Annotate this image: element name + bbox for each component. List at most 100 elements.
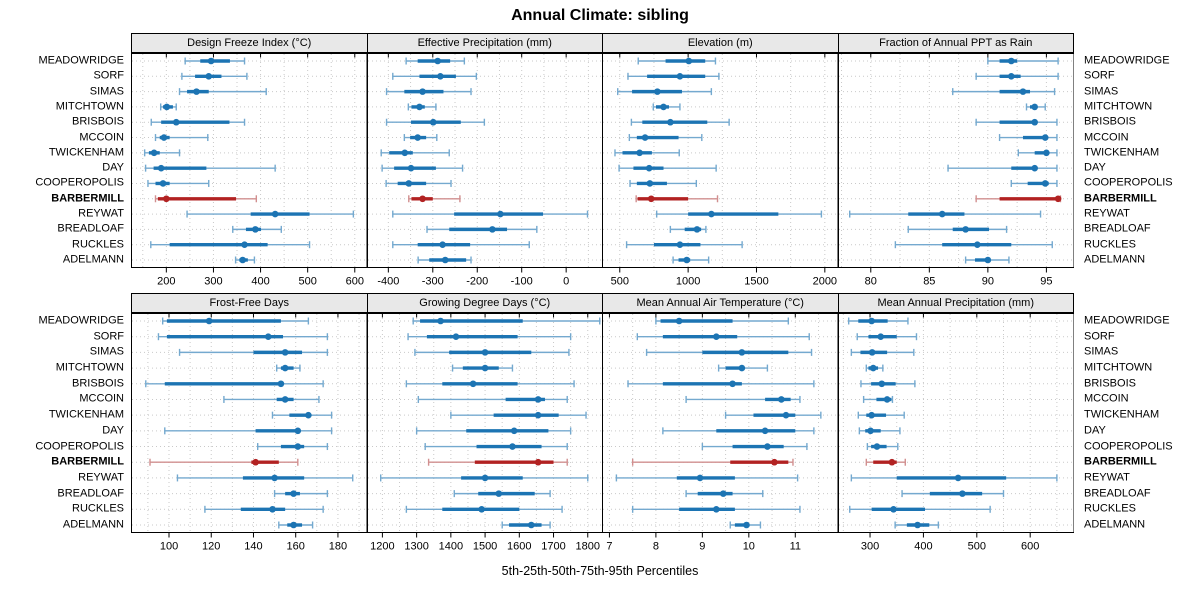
site-label-sorf: SORF — [93, 69, 124, 82]
series-sorf — [157, 333, 329, 341]
x-tick-label: 1500 — [472, 541, 496, 553]
x-tick-label: 95 — [1040, 276, 1052, 288]
x-tick-label: 1000 — [676, 276, 700, 288]
median-dot — [527, 521, 535, 529]
site-label-twickenham: TWICKENHAM — [1084, 408, 1160, 421]
series-mccoin — [998, 134, 1058, 142]
median-dot — [646, 180, 654, 187]
median-dot — [889, 506, 897, 513]
series-ruckles — [631, 505, 801, 513]
series-day — [618, 164, 717, 172]
median-dot — [207, 57, 215, 65]
median-dot — [494, 490, 502, 497]
series-cooperopolis — [256, 443, 329, 451]
median-dot — [1019, 88, 1026, 95]
series-sorf — [406, 333, 571, 341]
site-label-adelmann: ADELMANN — [62, 253, 124, 266]
series-adelmann — [278, 521, 314, 529]
median-dot — [782, 411, 790, 419]
median-dot — [645, 164, 653, 172]
site-label-barbermill: BARBERMILL — [51, 192, 124, 205]
x-tick-label: 500 — [298, 276, 316, 288]
median-dot — [469, 380, 476, 388]
series-mccoin — [154, 134, 209, 142]
median-dot — [1054, 195, 1061, 203]
median-dot — [1041, 180, 1049, 187]
x-tick-label: 1800 — [575, 541, 599, 553]
median-dot — [866, 427, 874, 435]
series-brisbois — [405, 380, 575, 388]
median-dot — [418, 195, 426, 203]
site-label-mccoin: MCCOIN — [79, 131, 124, 144]
median-dot — [290, 521, 297, 529]
series-cooperopolis — [384, 179, 452, 187]
panel-effective-precipitation-mm: Effective Precipitation (mm) -400 -300 -200… — [366, 33, 603, 290]
strip-label: Frost-Free Days — [131, 293, 368, 313]
site-label-mccoin: MCCOIN — [1084, 392, 1129, 405]
plot-area-fraction-of-annual-ppt-as-rain: 80 85 90 95 — [837, 53, 1074, 288]
median-dot — [654, 88, 661, 95]
series-adelmann — [416, 256, 472, 264]
panel-fraction-of-annual-ppt-as-rain: Fraction of Annual PPT as Rain 80 85 90 95 — [837, 33, 1074, 290]
x-tick-label: 500 — [967, 541, 985, 553]
panel-row-bottom: MEADOWRIDGE SORF SIMAS MITCHTOWN BRISBOIS MCC… — [0, 293, 1200, 555]
series-mitchtown — [865, 364, 884, 372]
series-simas — [951, 88, 1055, 96]
site-label-twickenham: TWICKENHAM — [1084, 146, 1160, 159]
median-dot — [883, 396, 890, 403]
panel-design-freeze-index-c: Design Freeze Index (°C) 200 300 400 500 600 — [131, 33, 368, 290]
median-dot — [873, 443, 880, 450]
median-dot — [1007, 73, 1015, 80]
series-simas — [413, 348, 570, 356]
series-day — [662, 427, 815, 435]
site-label-sorf: SORF — [93, 330, 124, 343]
median-dot — [252, 226, 259, 233]
panel-mean-annual-air-temperature-c: Mean Annual Air Temperature (°C) 7 8 9 10 11 — [602, 293, 839, 555]
x-tick-label: 400 — [251, 276, 269, 288]
series-simas — [178, 348, 329, 356]
median-dot — [1030, 118, 1038, 126]
series-ruckles — [204, 505, 324, 513]
median-dot — [676, 241, 684, 248]
x-tick-label: 90 — [981, 276, 993, 288]
x-tick-label: 85 — [923, 276, 935, 288]
panel-elevation-m: Elevation (m) 500 1000 1500 2000 — [602, 33, 839, 290]
series-breadloaf — [273, 490, 329, 498]
series-reywat — [655, 210, 823, 218]
series-mccoin — [685, 395, 801, 403]
series-reywat — [391, 210, 588, 218]
series-ruckles — [405, 505, 563, 513]
strip-label: Mean Annual Air Temperature (°C) — [602, 293, 839, 313]
median-dot — [778, 396, 785, 403]
site-label-cooperopolis: COOPEROPOLIS — [1084, 176, 1173, 189]
series-brisbois — [627, 380, 815, 388]
series-barbermill — [149, 458, 299, 466]
series-reywat — [848, 210, 1041, 218]
row-labels-left-top: MEADOWRIDGE SORF SIMAS MITCHTOWN BRISBOIS MCC… — [0, 33, 131, 268]
site-label-breadloaf: BREADLOAF — [1084, 222, 1151, 235]
site-label-meadowridge: MEADOWRIDGE — [38, 314, 124, 327]
row-labels-left-bottom: MEADOWRIDGE SORF SIMAS MITCHTOWN BRISBOIS MCC… — [0, 293, 131, 533]
series-mitchtown — [652, 103, 681, 111]
x-tick-label: 1400 — [438, 541, 462, 553]
series-brisbois — [630, 118, 730, 126]
site-label-meadowridge: MEADOWRIDGE — [1084, 54, 1170, 67]
series-day — [144, 164, 276, 172]
median-dot — [436, 73, 444, 80]
site-label-adelmann: ADELMANN — [1084, 253, 1146, 266]
series-meadowridge — [184, 57, 246, 65]
series-mitchtown — [276, 364, 301, 372]
series-meadowridge — [404, 57, 465, 65]
median-dot — [290, 490, 297, 497]
row-labels-right-top: MEADOWRIDGE SORF SIMAS MITCHTOWN BRISBOIS MCC… — [1077, 33, 1200, 268]
median-dot — [441, 256, 449, 264]
series-barbermill — [631, 458, 794, 466]
median-dot — [239, 256, 246, 264]
series-day — [164, 427, 333, 435]
series-ruckles — [391, 241, 530, 249]
median-dot — [743, 521, 750, 529]
series-twickenham — [857, 411, 905, 419]
panel-border — [131, 313, 368, 533]
series-day — [946, 164, 1058, 172]
